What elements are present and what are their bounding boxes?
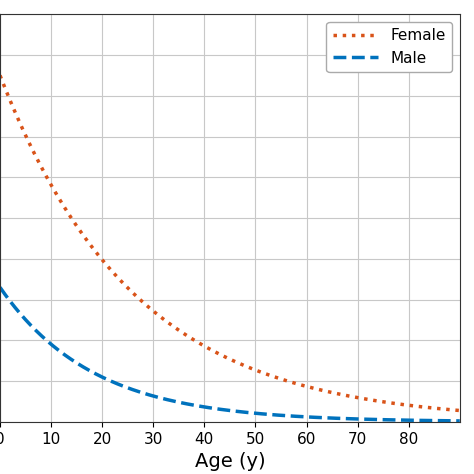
Male	[0, 284, 3, 290]
X-axis label: Age (y): Age (y)	[195, 452, 265, 471]
Female	[200, 342, 205, 348]
Line: Male: Male	[0, 287, 460, 421]
Male	[44, 338, 50, 344]
Female	[44, 174, 50, 180]
Male	[356, 416, 361, 422]
Female	[457, 408, 463, 413]
Female	[183, 332, 189, 338]
Legend: Female, Male: Female, Male	[327, 22, 452, 72]
Female	[313, 386, 319, 392]
Female	[364, 396, 370, 402]
Male	[183, 401, 189, 407]
Male	[313, 415, 319, 420]
Female	[0, 73, 3, 78]
Male	[457, 418, 463, 424]
Female	[356, 395, 361, 401]
Male	[364, 417, 370, 422]
Male	[200, 404, 205, 410]
Line: Female: Female	[0, 75, 460, 410]
